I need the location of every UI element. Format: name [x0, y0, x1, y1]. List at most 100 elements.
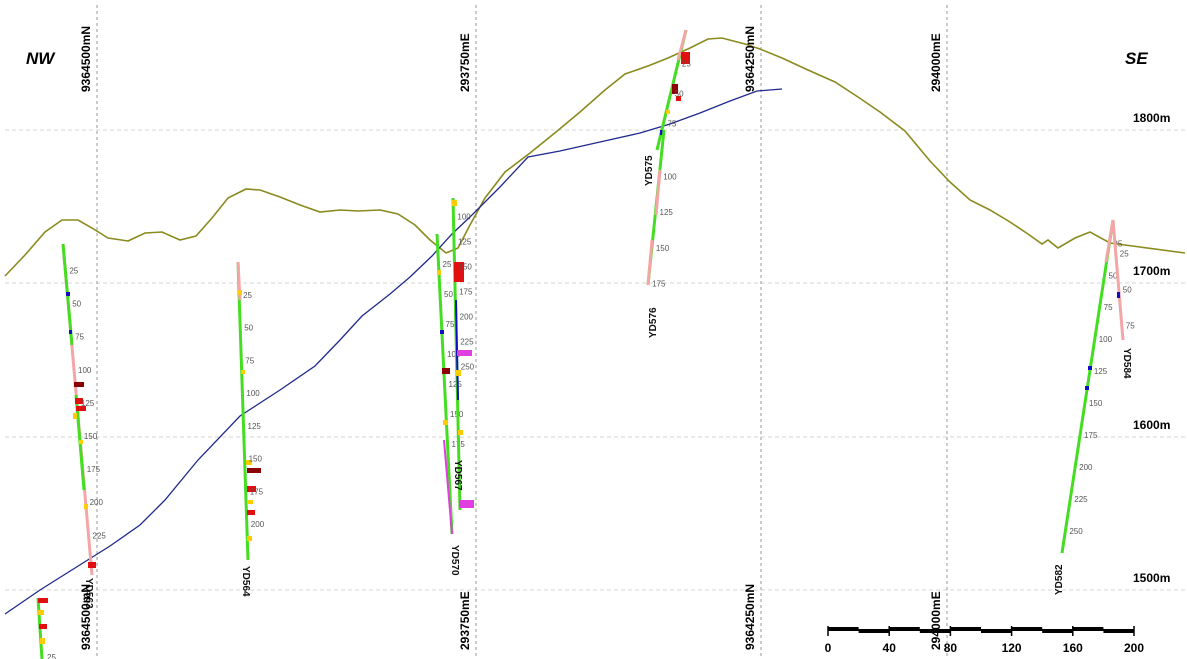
depth-label: 100 [78, 366, 92, 375]
scale-bar-segment [1042, 630, 1073, 633]
hole-label: YD582 [1054, 564, 1065, 595]
assay-bar [454, 262, 464, 282]
hole-label: YD563 [83, 578, 94, 609]
depth-label: 50 [1123, 286, 1132, 295]
grid-label-bottom: 9364500mN [79, 584, 93, 650]
scale-bar-segment [889, 627, 920, 630]
assay-bar [69, 330, 72, 334]
scale-bar-label: 40 [883, 641, 897, 655]
scale-bar-segment [981, 630, 1012, 633]
scale-bar[interactable]: 0 40 80 120 160 200 [825, 626, 1145, 655]
assay-bar [247, 486, 256, 492]
depth-label: 25 [47, 653, 56, 659]
assay-bar [458, 430, 463, 435]
assay-bar [452, 200, 457, 206]
depth-label: 50 [675, 90, 684, 99]
assay-bar [74, 382, 84, 387]
depth-label: 50 [444, 290, 453, 299]
depth-label: 50 [244, 324, 253, 333]
assay-bar [247, 510, 255, 515]
assay-bar [247, 468, 261, 473]
depth-label: 200 [90, 498, 104, 507]
assay-bar [39, 624, 47, 629]
grid-label-top: 9364500mN [79, 26, 93, 92]
depth-label: 225 [1074, 495, 1088, 504]
scale-bar-label: 80 [944, 641, 958, 655]
hole-label: YD576 [648, 307, 659, 338]
depth-label: 175 [652, 279, 666, 288]
depth-label: 200 [460, 313, 474, 322]
scale-bar-segment [858, 630, 890, 633]
assay-bar [75, 398, 83, 404]
hole-label: YD564 [240, 566, 251, 597]
scale-bar-segment [828, 627, 859, 630]
scale-bar-segment [919, 630, 951, 633]
assay-bar [459, 500, 474, 508]
drill-hole-yd567[interactable]: 100 125 150 175 200 225 250 YD567 [451, 197, 475, 511]
depth-label: 25 [243, 291, 252, 300]
grid-label-bottom: 293750mE [458, 591, 472, 650]
hole-trace [236, 261, 250, 561]
drill-hole-yd563[interactable]: 25 50 75 100 125 150 175 200 225 YD563 [61, 243, 106, 609]
depth-label: 150 [84, 432, 98, 441]
grid-label-top: 294000mE [929, 33, 943, 92]
drill-hole-partial: 25 [36, 597, 56, 659]
elevation-gridlines [5, 129, 1187, 591]
assay-bar [79, 440, 83, 444]
depth-label: 125 [1094, 367, 1108, 376]
assay-bar [40, 638, 45, 644]
depth-label: 100 [447, 350, 461, 359]
direction-left-label: NW [26, 49, 56, 68]
depth-label: 50 [72, 300, 81, 309]
assay-bar [672, 84, 678, 94]
drill-hole-yd584[interactable]: 25 50 75 YD584 [1111, 219, 1135, 379]
depth-label: 175 [87, 465, 101, 474]
hole-label: YD584 [1121, 348, 1132, 379]
depth-label: 200 [251, 520, 265, 529]
scale-bar-segment [1072, 627, 1104, 630]
depth-label: 125 [458, 238, 472, 247]
assay-bar [443, 420, 448, 425]
assay-bar [238, 290, 242, 295]
assay-bar [1117, 292, 1120, 298]
depth-label: 75 [75, 333, 84, 342]
drill-hole-yd582[interactable]: 25 50 75 100 125 150 175 200 225 250 YD582 [1054, 219, 1123, 595]
elevation-label: 1600m [1133, 418, 1170, 432]
assay-bar [666, 110, 670, 114]
assay-bar [76, 406, 86, 411]
assay-bar [681, 52, 690, 64]
depth-label: 25 [69, 266, 78, 275]
depth-label: 75 [667, 120, 676, 129]
depth-label: 25 [1113, 239, 1122, 248]
depth-label: 125 [248, 422, 262, 431]
depth-label: 175 [459, 288, 473, 297]
direction-right-label: SE [1125, 49, 1148, 68]
scale-bar-label: 120 [1002, 641, 1022, 655]
coordinate-gridlines [96, 5, 948, 659]
hole-label: YD570 [449, 545, 460, 576]
assay-bar [73, 413, 77, 419]
drill-hole-yd575[interactable]: 25 50 75 YD575 [644, 29, 691, 186]
depth-label: 25 [682, 60, 691, 69]
drill-hole-yd564[interactable]: 25 50 75 100 125 150 175 200 YD564 [236, 261, 265, 597]
depth-label: 250 [1069, 527, 1083, 536]
scale-bar-segment [1103, 630, 1134, 633]
elevation-label: 1800m [1133, 111, 1170, 125]
assay-bar [66, 292, 70, 296]
depth-label: 150 [459, 263, 473, 272]
assay-bar [38, 610, 44, 615]
assay-bar [676, 96, 681, 101]
assay-bar [88, 562, 96, 568]
depth-label: 75 [1126, 322, 1135, 331]
grid-label-bottom: 294000mE [929, 591, 943, 650]
drill-hole-yd576[interactable]: 100 125 150 175 YD576 [646, 129, 677, 338]
depth-label: 175 [250, 487, 264, 496]
depth-label: 150 [656, 244, 670, 253]
elevation-label: 1700m [1133, 264, 1170, 278]
depth-label: 225 [460, 338, 474, 347]
depth-label: 25 [1120, 250, 1129, 259]
grid-labels: 9364500mN 9364500mN 293750mE 293750mE 936425… [79, 26, 943, 650]
elevation-labels: 1800m 1700m 1600m 1500m [1133, 111, 1170, 585]
